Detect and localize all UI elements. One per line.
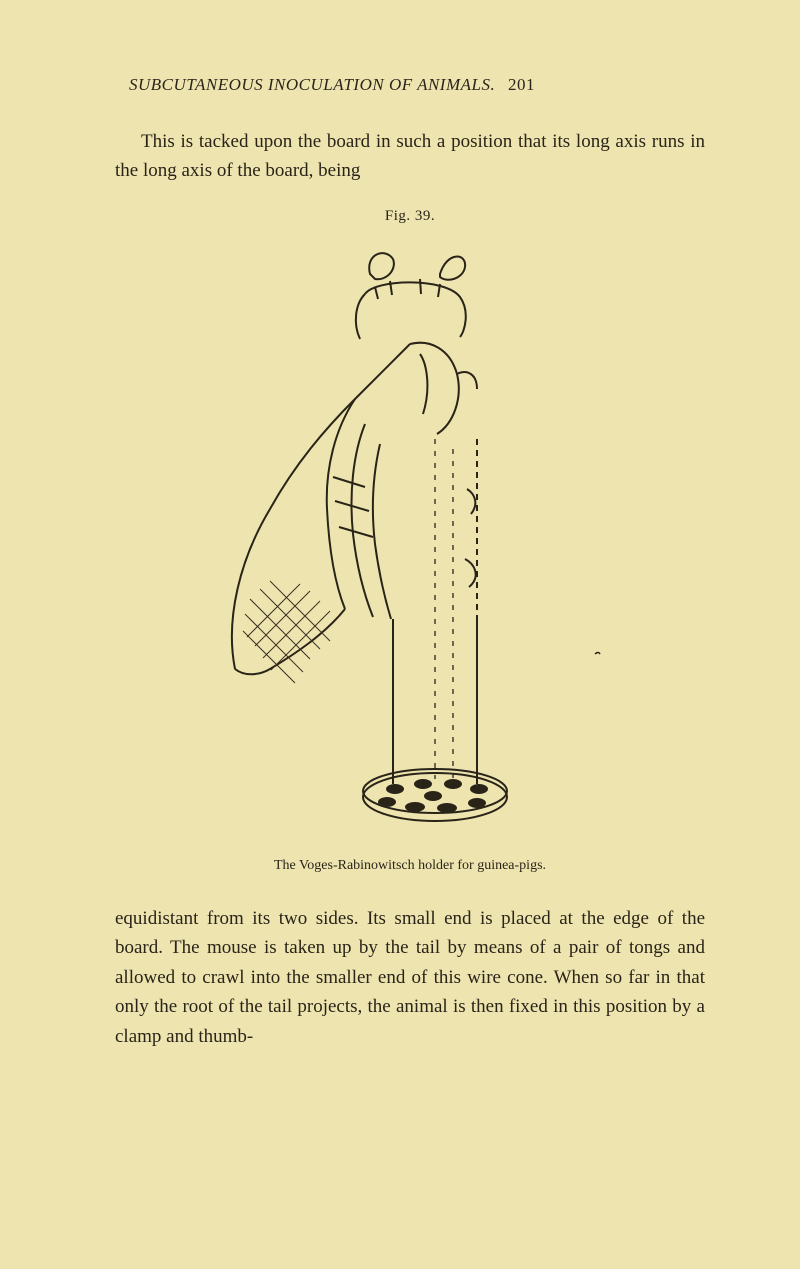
figure-label: Fig. 39. [115,208,705,225]
running-header: SUBCUTANEOUS INOCULATION OF ANIMALS. 201 [115,75,705,95]
paragraph-top: This is tacked upon the board in such a … [115,127,705,186]
paragraph-bottom: equidistant from its two sides. Its smal… [115,904,705,1051]
running-title: SUBCUTANEOUS INOCULATION OF ANIMALS. [129,75,495,94]
figure-illustration [215,239,605,839]
page-number: 201 [508,75,535,94]
page-content: SUBCUTANEOUS INOCULATION OF ANIMALS. 201… [0,0,800,1123]
figure-container [115,239,705,844]
figure-caption: The Voges-Rabinowitsch holder for guinea… [115,858,705,874]
